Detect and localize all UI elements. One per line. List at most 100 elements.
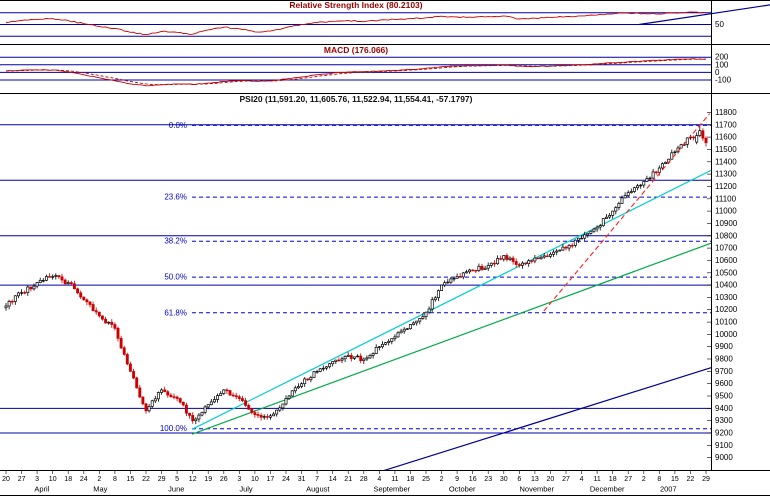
svg-text:9000: 9000: [715, 453, 733, 462]
svg-text:100: 100: [715, 60, 729, 69]
trendlines: [191, 4, 770, 472]
x-axis-day-label: 19: [204, 476, 212, 483]
svg-text:11100: 11100: [715, 194, 737, 203]
x-axis-day-label: 24: [282, 476, 290, 483]
x-axis-day-label: 11: [593, 476, 600, 483]
svg-text:11400: 11400: [715, 157, 737, 166]
x-axis-day-label: 5: [175, 476, 179, 483]
x-axis-day-label: 2: [440, 476, 444, 483]
x-axis-day-label: 24: [80, 476, 88, 483]
svg-text:9200: 9200: [715, 429, 733, 438]
svg-text:11000: 11000: [715, 207, 737, 216]
x-axis-day-label: 9: [455, 476, 459, 483]
right-axis-labels: 11800 11700 11600 11500 11400 11300 11200 11100…: [707, 20, 738, 462]
svg-text:10300: 10300: [715, 293, 738, 302]
svg-text:0: 0: [715, 68, 720, 77]
macd-panel-title: MACD (176.066): [324, 45, 388, 55]
x-axis-month-label: July: [239, 485, 253, 494]
svg-text:11500: 11500: [715, 145, 737, 154]
x-axis-day-label: 8: [113, 476, 117, 483]
x-axis-month-label: April: [34, 485, 49, 494]
x-axis-day-label: 11: [391, 476, 398, 483]
svg-text:10100: 10100: [715, 318, 738, 327]
acceleration-line-red: [543, 113, 711, 312]
x-axis-day-label: 28: [360, 476, 368, 483]
x-axis-day-label: 27: [624, 476, 632, 483]
svg-text:200: 200: [715, 53, 729, 62]
fib-level-label: 50.0%: [164, 273, 187, 282]
rsi-line: [5, 11, 707, 36]
fibonacci-retracement: 0.0% 23.6% 38.2% 50.0% 61.8% 100.0%: [160, 121, 711, 433]
uptrend-line-cyan: [191, 169, 712, 430]
x-axis-day-label: 29: [158, 476, 166, 483]
svg-text:9800: 9800: [715, 355, 733, 364]
svg-text:9500: 9500: [715, 392, 733, 401]
fib-level-label: 38.2%: [164, 237, 187, 246]
x-axis-month-label: June: [168, 485, 184, 494]
svg-text:11800: 11800: [715, 108, 737, 117]
x-axis: 20 27 3 10 18 24 2 8 15 22 29 5 12 19 26 3 10 17 24 31 7 14 21…: [2, 470, 710, 494]
svg-text:9400: 9400: [715, 404, 733, 413]
x-axis-day-label: 27: [562, 476, 570, 483]
x-axis-day-label: 22: [142, 476, 150, 483]
x-axis-day-label: 23: [484, 476, 492, 483]
x-axis-day-label: 3: [237, 476, 241, 483]
x-axis-day-label: 2: [97, 476, 101, 483]
x-axis-day-label: 17: [267, 476, 275, 483]
svg-text:9600: 9600: [715, 379, 733, 388]
rsi-panel-title: Relative Strength Index (80.2103): [289, 0, 422, 10]
x-axis-day-label: 25: [422, 476, 430, 483]
svg-text:50: 50: [715, 20, 724, 29]
x-axis-month-label: September: [373, 485, 410, 494]
x-axis-day-label: 30: [500, 476, 508, 483]
uptrend-line-green: [191, 242, 712, 435]
price-panel-title: PSI20 (11,591.20, 11,605.76, 11,522.94, …: [239, 94, 472, 104]
candlestick-series: [4, 125, 708, 425]
svg-text:9100: 9100: [715, 441, 733, 450]
x-axis-day-label: 18: [609, 476, 617, 483]
x-axis-day-label: 18: [64, 476, 72, 483]
svg-text:10600: 10600: [715, 256, 738, 265]
x-axis-month-label: August: [306, 485, 330, 494]
x-axis-day-label: 2: [642, 476, 646, 483]
x-axis-day-label: 27: [18, 476, 26, 483]
fib-level-label: 61.8%: [164, 308, 187, 317]
x-axis-day-label: 15: [671, 476, 679, 483]
x-axis-day-label: 26: [220, 476, 228, 483]
macd-signal-line: [5, 58, 706, 86]
x-axis-day-label: 4: [580, 476, 584, 483]
x-axis-month-label: November: [519, 485, 554, 494]
svg-text:10500: 10500: [715, 268, 738, 277]
svg-text:-100: -100: [715, 76, 732, 85]
x-axis-month-label: May: [93, 485, 107, 494]
uptrend-line-navy: [383, 367, 712, 472]
x-axis-day-label: 3: [35, 476, 39, 483]
x-axis-day-label: 20: [547, 476, 555, 483]
svg-text:10800: 10800: [715, 231, 738, 240]
x-axis-day-label: 14: [329, 476, 337, 483]
fib-level-label: 100.0%: [160, 424, 187, 433]
svg-text:9900: 9900: [715, 342, 733, 351]
x-axis-day-label: 15: [127, 476, 135, 483]
svg-text:11300: 11300: [715, 170, 737, 179]
x-axis-day-label: 6: [517, 476, 521, 483]
svg-text:10900: 10900: [715, 219, 738, 228]
rsi-trendline: [639, 4, 770, 26]
svg-text:11200: 11200: [715, 182, 737, 191]
x-axis-day-label: 4: [377, 476, 381, 483]
x-axis-day-label: 13: [531, 476, 539, 483]
x-axis-day-label: 16: [469, 476, 477, 483]
svg-text:10200: 10200: [715, 305, 738, 314]
fib-level-label: 23.6%: [164, 193, 187, 202]
support-resistance-lines: [0, 124, 711, 434]
rsi-series: [5, 11, 707, 36]
x-axis-day-label: 22: [687, 476, 695, 483]
x-axis-day-label: 7: [315, 476, 319, 483]
svg-text:9300: 9300: [715, 416, 733, 425]
x-axis-day-label: 31: [298, 476, 306, 483]
macd-series: [5, 58, 707, 87]
x-axis-day-label: 20: [2, 476, 10, 483]
